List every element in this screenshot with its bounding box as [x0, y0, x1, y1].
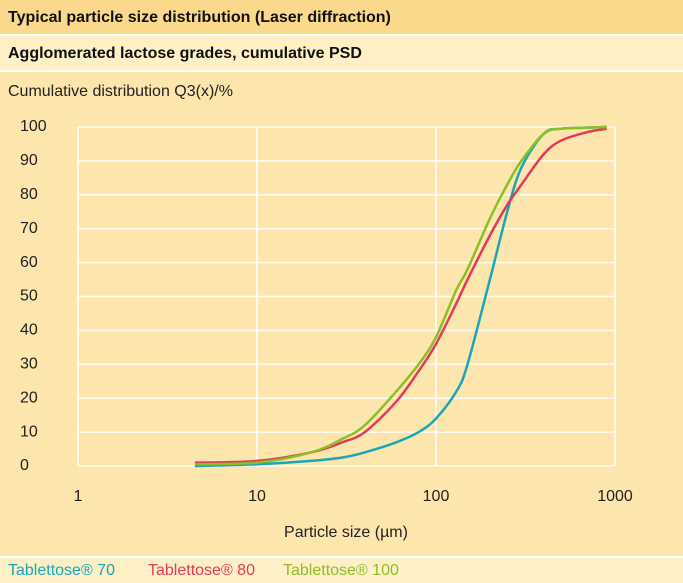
y-tick-label: 10 [20, 423, 38, 440]
y-tick-label: 70 [20, 220, 38, 237]
x-tick-label: 1 [74, 488, 83, 505]
y-tick-label: 30 [20, 356, 38, 373]
x-tick-label: 1000 [597, 488, 633, 505]
legend-entry: Tablettose® 80 [148, 562, 255, 579]
subtitle-band [0, 36, 683, 70]
x-tick-label: 10 [248, 488, 266, 505]
plot-background [0, 72, 683, 556]
series-line [194, 127, 608, 464]
y-tick-label: 40 [20, 322, 38, 339]
chart-subtitle: Agglomerated lactose grades, cumulative … [8, 45, 362, 62]
y-tick-label: 50 [20, 288, 38, 305]
y-axis-label: Cumulative distribution Q3(x)/% [8, 83, 233, 100]
y-tick-label: 100 [20, 118, 47, 135]
y-tick-label: 60 [20, 254, 38, 271]
legend-entry: Tablettose® 70 [8, 562, 115, 579]
y-tick-label: 90 [20, 152, 38, 169]
x-axis-label: Particle size (µm) [284, 524, 408, 541]
title-band [0, 0, 683, 34]
y-tick-label: 20 [20, 389, 38, 406]
y-tick-label: 0 [20, 457, 29, 474]
legend-band [0, 558, 683, 583]
chart-title: Typical particle size distribution (Lase… [8, 9, 391, 26]
y-tick-label: 80 [20, 186, 38, 203]
series-line [194, 125, 607, 466]
x-tick-label: 100 [423, 488, 450, 505]
legend-entry: Tablettose® 100 [283, 562, 399, 579]
